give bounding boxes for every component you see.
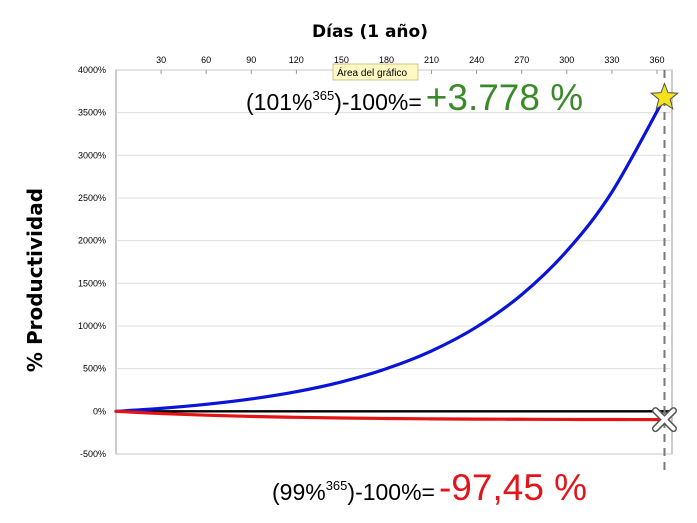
y-axis-ticks: 4000% 3500% 3000% 2500% 2000% 1500% 1000% 500% 0… (78, 65, 106, 459)
plot-area[interactable] (115, 69, 673, 455)
x-axis-title: Días (1 año) (312, 22, 428, 42)
x-tick-label: 30 (156, 55, 166, 65)
y-axis-title: % Productividad (23, 188, 47, 372)
y-tick-label: 500% (83, 364, 106, 374)
x-tick-label: 120 (289, 55, 304, 65)
y-tick-label: 2500% (78, 193, 106, 203)
cross-icon (651, 407, 677, 433)
plot-area-tooltip: Área del gráfico (332, 63, 419, 81)
y-tick-label: 1000% (78, 321, 106, 331)
growth-annotation: (101%365)-100%= +3.778 % (246, 77, 583, 118)
series-layer (114, 95, 667, 422)
y-tick-label: 4000% (78, 65, 106, 75)
x-axis-ticks: 30 60 90 120 150 180 210 240 270 300 330 360 (156, 55, 664, 74)
series-line-2 (114, 409, 667, 422)
x-tick-label: 210 (424, 55, 439, 65)
x-tick-label: 240 (469, 55, 484, 65)
tooltip-text: Área del gráfico (337, 66, 407, 79)
x-tick-label: 360 (649, 55, 664, 65)
y-tick-label: -500% (80, 449, 106, 459)
y-tick-label: 3000% (78, 150, 106, 160)
x-tick-label: 90 (246, 55, 256, 65)
x-tick-label: 180 (379, 55, 394, 65)
markers-layer (649, 82, 680, 433)
y-tick-label: 1500% (78, 278, 106, 288)
grid (116, 69, 672, 455)
star-icon (649, 82, 680, 110)
y-tick-label: 3500% (78, 108, 106, 118)
x-tick-label: 300 (559, 55, 574, 65)
x-tick-label: 150 (334, 55, 349, 65)
x-tick-label: 270 (514, 55, 529, 65)
y-tick-label: 2000% (78, 236, 106, 246)
y-tick-label: 0% (93, 406, 106, 416)
x-tick-label: 60 (201, 55, 211, 65)
decline-annotation: (99%365)-100%= -97,45 % (272, 467, 587, 508)
series-line-1 (114, 95, 667, 413)
x-tick-label: 330 (604, 55, 619, 65)
